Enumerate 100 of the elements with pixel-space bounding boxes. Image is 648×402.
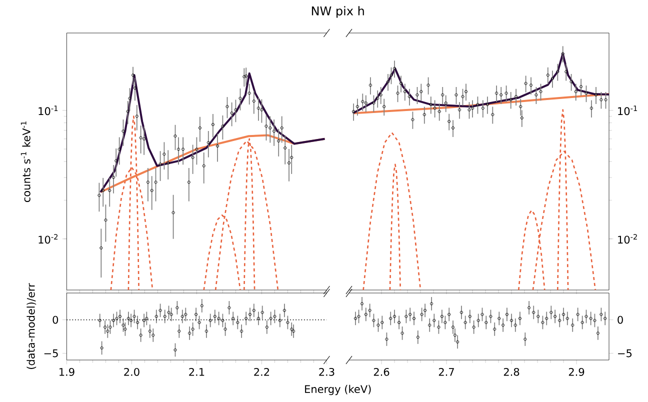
point <box>130 318 133 322</box>
y-tick-label: 10$^{-2}$ <box>618 234 637 244</box>
point <box>260 310 264 314</box>
point <box>135 114 138 118</box>
point <box>132 314 136 318</box>
x-tick-label: 2.2 <box>254 368 269 376</box>
point <box>191 156 194 160</box>
y-tick-label: 0 <box>52 316 58 324</box>
point <box>252 100 256 103</box>
point <box>182 148 185 151</box>
point <box>244 316 248 320</box>
point <box>167 310 170 314</box>
point <box>236 320 240 324</box>
point <box>122 130 125 133</box>
point <box>198 126 202 130</box>
point <box>269 316 272 320</box>
point <box>202 164 206 168</box>
line-series <box>362 132 422 290</box>
point <box>211 122 214 126</box>
point <box>102 188 105 192</box>
point <box>256 106 260 110</box>
point <box>224 328 227 331</box>
x-tick-label: 2.0 <box>124 368 140 376</box>
point <box>118 148 121 151</box>
point <box>191 328 194 331</box>
chart-title: NW pix h <box>312 6 364 18</box>
point <box>286 320 290 324</box>
point <box>98 318 102 322</box>
point <box>174 134 177 138</box>
x-tick-label: 2.7 <box>438 368 454 376</box>
point <box>290 156 294 160</box>
point <box>184 312 188 316</box>
point <box>150 188 154 192</box>
point <box>108 188 112 192</box>
point <box>213 314 216 318</box>
point <box>228 306 231 310</box>
point <box>216 144 220 148</box>
point <box>194 312 198 316</box>
point <box>136 320 140 324</box>
point <box>176 306 179 310</box>
line-series <box>100 72 326 194</box>
point <box>146 180 150 184</box>
point <box>280 126 284 130</box>
point <box>115 316 118 320</box>
y-tick-label: 10$^{-1}$ <box>618 106 637 116</box>
x-tick-label: 2.6 <box>374 368 390 376</box>
point <box>248 312 252 316</box>
x-tick-label: 2.9 <box>568 368 584 376</box>
point <box>158 308 162 312</box>
point <box>154 314 158 318</box>
point <box>204 330 208 333</box>
point <box>145 316 148 320</box>
point <box>104 218 108 222</box>
y-axis-title: counts s$^{-1}$ keV$^{-1}$ <box>20 122 30 202</box>
point <box>221 318 224 322</box>
point <box>172 211 175 214</box>
point <box>226 105 229 108</box>
point <box>142 318 146 322</box>
y-tick-label: 0 <box>618 316 623 324</box>
point <box>108 326 112 329</box>
y-tick-label: −5 <box>44 349 58 358</box>
point <box>248 92 251 95</box>
point <box>260 108 264 112</box>
point <box>154 180 158 184</box>
point <box>148 330 152 333</box>
x-tick-label: 2.8 <box>504 368 520 376</box>
point <box>174 348 177 352</box>
point <box>187 180 190 184</box>
point <box>265 326 268 329</box>
point <box>126 110 130 113</box>
point <box>170 312 173 316</box>
point <box>122 324 125 327</box>
point <box>118 314 122 318</box>
point <box>131 74 135 77</box>
point <box>128 96 132 100</box>
point <box>206 141 210 144</box>
x-tick-label: 1.9 <box>60 368 74 376</box>
point <box>292 330 296 333</box>
point <box>284 146 287 150</box>
x-tick-label: 2.1 <box>189 368 204 376</box>
point <box>256 316 260 320</box>
point <box>242 75 246 78</box>
point <box>264 124 268 128</box>
point <box>166 161 170 164</box>
x-tick-label: 2.3 <box>319 368 334 376</box>
point <box>244 74 248 78</box>
point <box>162 152 166 156</box>
point <box>238 96 242 100</box>
point <box>198 320 201 324</box>
point <box>230 112 234 115</box>
point <box>139 136 142 140</box>
point <box>272 130 276 133</box>
point <box>178 330 181 333</box>
x-axis-title: Energy (keV) <box>305 384 371 396</box>
line-series <box>352 52 610 114</box>
point <box>278 318 282 322</box>
point <box>273 314 276 318</box>
point <box>195 148 198 151</box>
point <box>163 314 166 318</box>
point <box>282 308 286 312</box>
